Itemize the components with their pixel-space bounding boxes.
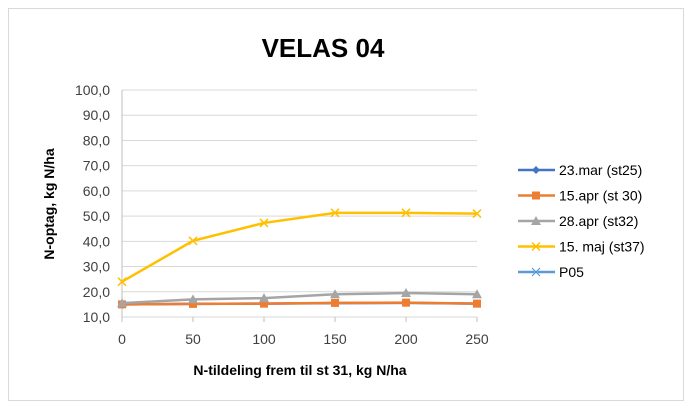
y-tick-label: 90,0 [83, 107, 110, 123]
legend-marker [531, 216, 541, 225]
x-tick-label: 0 [118, 331, 126, 347]
series-line [121, 211, 478, 283]
chart-border [8, 8, 684, 401]
y-tick-label: 10,0 [83, 309, 110, 325]
y-tick-label: 100,0 [75, 82, 110, 98]
y-tick-label: 60,0 [83, 183, 110, 199]
y-tick-label: 30,0 [83, 259, 110, 275]
y-tick-label: 70,0 [83, 158, 110, 174]
data-point [188, 294, 198, 304]
legend-marker [531, 241, 541, 252]
data-point [188, 236, 198, 246]
legend-marker [532, 191, 540, 200]
x-axis-label: N-tildeling frem til st 31, kg N/ha [193, 362, 406, 378]
y-tick-label: 80,0 [83, 132, 110, 148]
chart-title: VELAS 04 [262, 33, 385, 63]
data-point [189, 299, 197, 308]
y-tick-label: 40,0 [83, 233, 110, 249]
legend-item: 15. maj (st37) [518, 239, 645, 255]
data-point [259, 218, 269, 228]
data-point [331, 298, 339, 307]
data-point [402, 298, 410, 307]
data-point [473, 299, 481, 308]
legend-marker [531, 267, 541, 277]
data-point [401, 208, 411, 218]
legend-item: 28.apr (st32) [518, 213, 638, 229]
x-tick-label: 100 [252, 331, 276, 347]
data-point [472, 209, 482, 219]
legend-label: 23.mar (st25) [559, 162, 642, 178]
series-3 [117, 208, 482, 287]
data-point [330, 208, 340, 218]
legend-marker [532, 166, 540, 174]
y-tick-label: 50,0 [83, 208, 110, 224]
legend-item: 15.apr (st 30) [518, 188, 642, 204]
y-tick-label: 20,0 [83, 284, 110, 300]
series-2 [117, 288, 482, 308]
x-tick-label: 150 [323, 331, 347, 347]
series-line [121, 291, 478, 305]
legend-label: 28.apr (st32) [559, 213, 638, 229]
legend-item: 23.mar (st25) [518, 162, 642, 178]
x-tick-label: 200 [394, 331, 418, 347]
data-point [259, 293, 269, 303]
legend-label: P05 [559, 264, 584, 280]
y-axis-label: N-optag, kg N/ha [41, 148, 57, 259]
data-point [401, 288, 411, 298]
data-point [472, 289, 482, 299]
series-line [121, 301, 478, 306]
data-point [260, 299, 268, 308]
data-point [117, 277, 127, 287]
legend-label: 15.apr (st 30) [559, 188, 642, 204]
x-tick-label: 250 [465, 331, 489, 347]
data-point [117, 298, 127, 308]
legend-item: P05 [518, 264, 584, 280]
legend-label: 15. maj (st37) [559, 239, 645, 255]
x-tick-label: 50 [185, 331, 201, 347]
data-point [330, 289, 340, 299]
